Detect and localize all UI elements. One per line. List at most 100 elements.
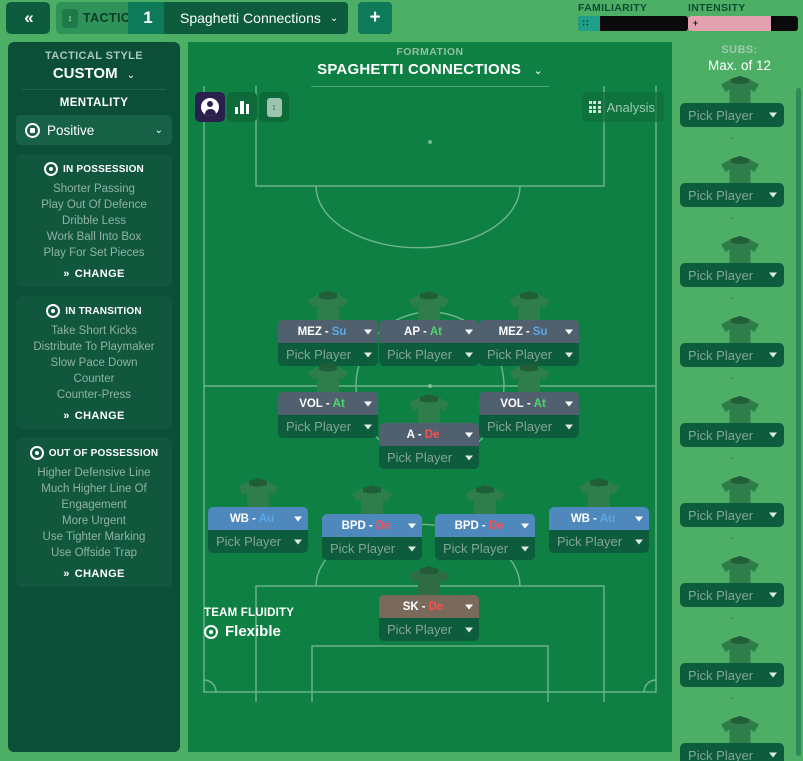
chevron-down-icon — [465, 455, 473, 460]
sub-separator: - — [730, 610, 734, 624]
instruction-item[interactable]: More Urgent — [62, 515, 126, 527]
instruction-item[interactable]: Counter-Press — [56, 389, 132, 401]
instruction-item[interactable]: Use Offside Trap — [50, 547, 138, 559]
player-select-dropdown[interactable]: Pick Player — [379, 343, 479, 366]
instruction-item[interactable]: Play Out Of Defence — [41, 199, 147, 211]
instruction-item[interactable]: Take Short Kicks — [51, 325, 137, 337]
instruction-item[interactable]: Dribble Less — [62, 215, 126, 227]
player-role-selector[interactable]: WB - Au — [549, 507, 649, 530]
player-select-dropdown[interactable]: Pick Player — [379, 618, 479, 641]
player-card-vol-3[interactable]: VOL - At Pick Player — [278, 363, 378, 438]
tactical-style-block[interactable]: TACTICAL STYLE CUSTOM ⌄ — [16, 50, 172, 82]
role-duty-separator: - — [368, 519, 373, 532]
role-duty-separator: - — [525, 325, 530, 338]
change-button[interactable]: » CHANGE — [63, 410, 125, 422]
sub-slot-1[interactable]: Pick Player - — [676, 153, 803, 233]
player-role-selector[interactable]: VOL - At — [479, 392, 579, 415]
instruction-item[interactable]: Counter — [73, 373, 115, 385]
change-button[interactable]: » CHANGE — [63, 268, 125, 280]
add-tactic-button[interactable]: + — [358, 2, 392, 34]
player-role-selector[interactable]: SK - De — [379, 595, 479, 618]
double-chevron-right-icon: » — [63, 410, 70, 422]
formation-name: SPAGHETTI CONNECTIONS — [317, 61, 522, 78]
player-card-wb-9[interactable]: WB - Au Pick Player — [549, 478, 649, 553]
tactical-style-value[interactable]: CUSTOM ⌄ — [16, 65, 172, 82]
player-card-mez-2[interactable]: MEZ - Su Pick Player — [479, 291, 579, 366]
player-avatar-view-button[interactable] — [195, 92, 225, 122]
sub-slot-8[interactable]: Pick Player- — [676, 713, 803, 761]
instruction-item[interactable]: Use Tighter Marking — [42, 531, 146, 543]
player-role-selector[interactable]: AP - At — [379, 320, 479, 343]
player-role-selector[interactable]: MEZ - Su — [479, 320, 579, 343]
sub-player-dropdown[interactable]: Pick Player — [680, 183, 784, 207]
player-name: Pick Player — [557, 534, 623, 549]
player-role: BPD — [454, 519, 479, 532]
team-fluidity-value: Flexible — [225, 623, 281, 640]
instruction-item[interactable]: Much Higher Line Of Engagement — [41, 483, 147, 511]
instruction-item[interactable]: Higher Defensive Line — [37, 467, 151, 479]
mentality-selector[interactable]: Positive ⌄ — [16, 115, 172, 145]
player-card-wb-6[interactable]: WB - Au Pick Player — [208, 478, 308, 553]
player-role-selector[interactable]: BPD - De — [322, 514, 422, 537]
player-card-vol-4[interactable]: VOL - At Pick Player — [479, 363, 579, 438]
player-select-dropdown[interactable]: Pick Player — [549, 530, 649, 553]
tactic-tab-label: Spaghetti Connections — [180, 10, 321, 26]
instruction-item[interactable]: Play For Set Pieces — [43, 247, 145, 259]
formation-selector[interactable]: SPAGHETTI CONNECTIONS ⌄ — [188, 61, 672, 78]
tactic-slot-number[interactable]: 1 — [128, 2, 168, 34]
player-select-dropdown[interactable]: Pick Player — [322, 537, 422, 560]
sub-slot-6[interactable]: Pick Player - — [676, 553, 803, 633]
player-card-bpd-8[interactable]: BPD - De Pick Player — [435, 485, 535, 560]
player-select-dropdown[interactable]: Pick Player — [479, 415, 579, 438]
back-button[interactable]: « — [6, 2, 50, 34]
change-button[interactable]: » CHANGE — [63, 568, 125, 580]
player-select-dropdown[interactable]: Pick Player — [379, 446, 479, 469]
sub-player-dropdown[interactable]: Pick Player — [680, 423, 784, 447]
player-card-ap-1[interactable]: AP - At Pick Player — [379, 291, 479, 366]
sub-slot-3[interactable]: Pick Player - — [676, 313, 803, 393]
player-role: VOL — [500, 397, 524, 410]
sub-slot-4[interactable]: Pick Player - — [676, 393, 803, 473]
player-card-a-5[interactable]: A - De Pick Player — [379, 394, 479, 469]
player-avatar-icon — [201, 98, 219, 116]
analysis-button[interactable]: Analysis — [581, 92, 664, 122]
player-select-dropdown[interactable]: Pick Player — [208, 530, 308, 553]
sub-slot-5[interactable]: Pick Player - — [676, 473, 803, 553]
subs-scrollbar[interactable] — [796, 88, 801, 756]
divider — [22, 89, 166, 90]
player-role-selector[interactable]: BPD - De — [435, 514, 535, 537]
sub-player-dropdown[interactable]: Pick Player — [680, 343, 784, 367]
sub-player-dropdown[interactable]: Pick Player — [680, 583, 784, 607]
sub-player-dropdown[interactable]: Pick Player — [680, 263, 784, 287]
player-card-sk-10[interactable]: SK - De Pick Player — [379, 566, 479, 641]
tactics-view-button[interactable]: ↕ — [259, 92, 289, 122]
player-select-dropdown[interactable]: Pick Player — [278, 343, 378, 366]
instruction-item[interactable]: Distribute To Playmaker — [33, 341, 155, 353]
team-fluidity[interactable]: TEAM FLUIDITY Flexible — [204, 607, 294, 640]
player-card-mez-0[interactable]: MEZ - Su Pick Player — [278, 291, 378, 366]
player-select-dropdown[interactable]: Pick Player — [479, 343, 579, 366]
player-select-dropdown[interactable]: Pick Player — [278, 415, 378, 438]
player-select-dropdown[interactable]: Pick Player — [435, 537, 535, 560]
instruction-item[interactable]: Shorter Passing — [53, 183, 135, 195]
player-name: Pick Player — [387, 450, 453, 465]
intensity-fill — [703, 16, 772, 31]
player-card-bpd-7[interactable]: BPD - De Pick Player — [322, 485, 422, 560]
instruction-item[interactable]: Slow Pace Down — [50, 357, 138, 369]
player-role-selector[interactable]: VOL - At — [278, 392, 378, 415]
player-role-selector[interactable]: WB - Au — [208, 507, 308, 530]
player-duty: De — [428, 600, 444, 613]
sub-player-dropdown[interactable]: Pick Player — [680, 663, 784, 687]
sub-slot-2[interactable]: Pick Player - — [676, 233, 803, 313]
instruction-item[interactable]: Work Ball Into Box — [46, 231, 142, 243]
attributes-view-button[interactable] — [227, 92, 257, 122]
tactic-tab[interactable]: Spaghetti Connections ⌄ — [164, 2, 349, 34]
sub-player-dropdown[interactable]: Pick Player — [680, 103, 784, 127]
chevron-down-icon — [521, 546, 529, 551]
player-role-selector[interactable]: MEZ - Su — [278, 320, 378, 343]
sub-slot-0[interactable]: Pick Player - — [676, 73, 803, 153]
sub-slot-7[interactable]: Pick Player - — [676, 633, 803, 713]
sub-player-dropdown[interactable]: Pick Player — [680, 743, 784, 761]
sub-player-dropdown[interactable]: Pick Player — [680, 503, 784, 527]
player-role-selector[interactable]: A - De — [379, 423, 479, 446]
